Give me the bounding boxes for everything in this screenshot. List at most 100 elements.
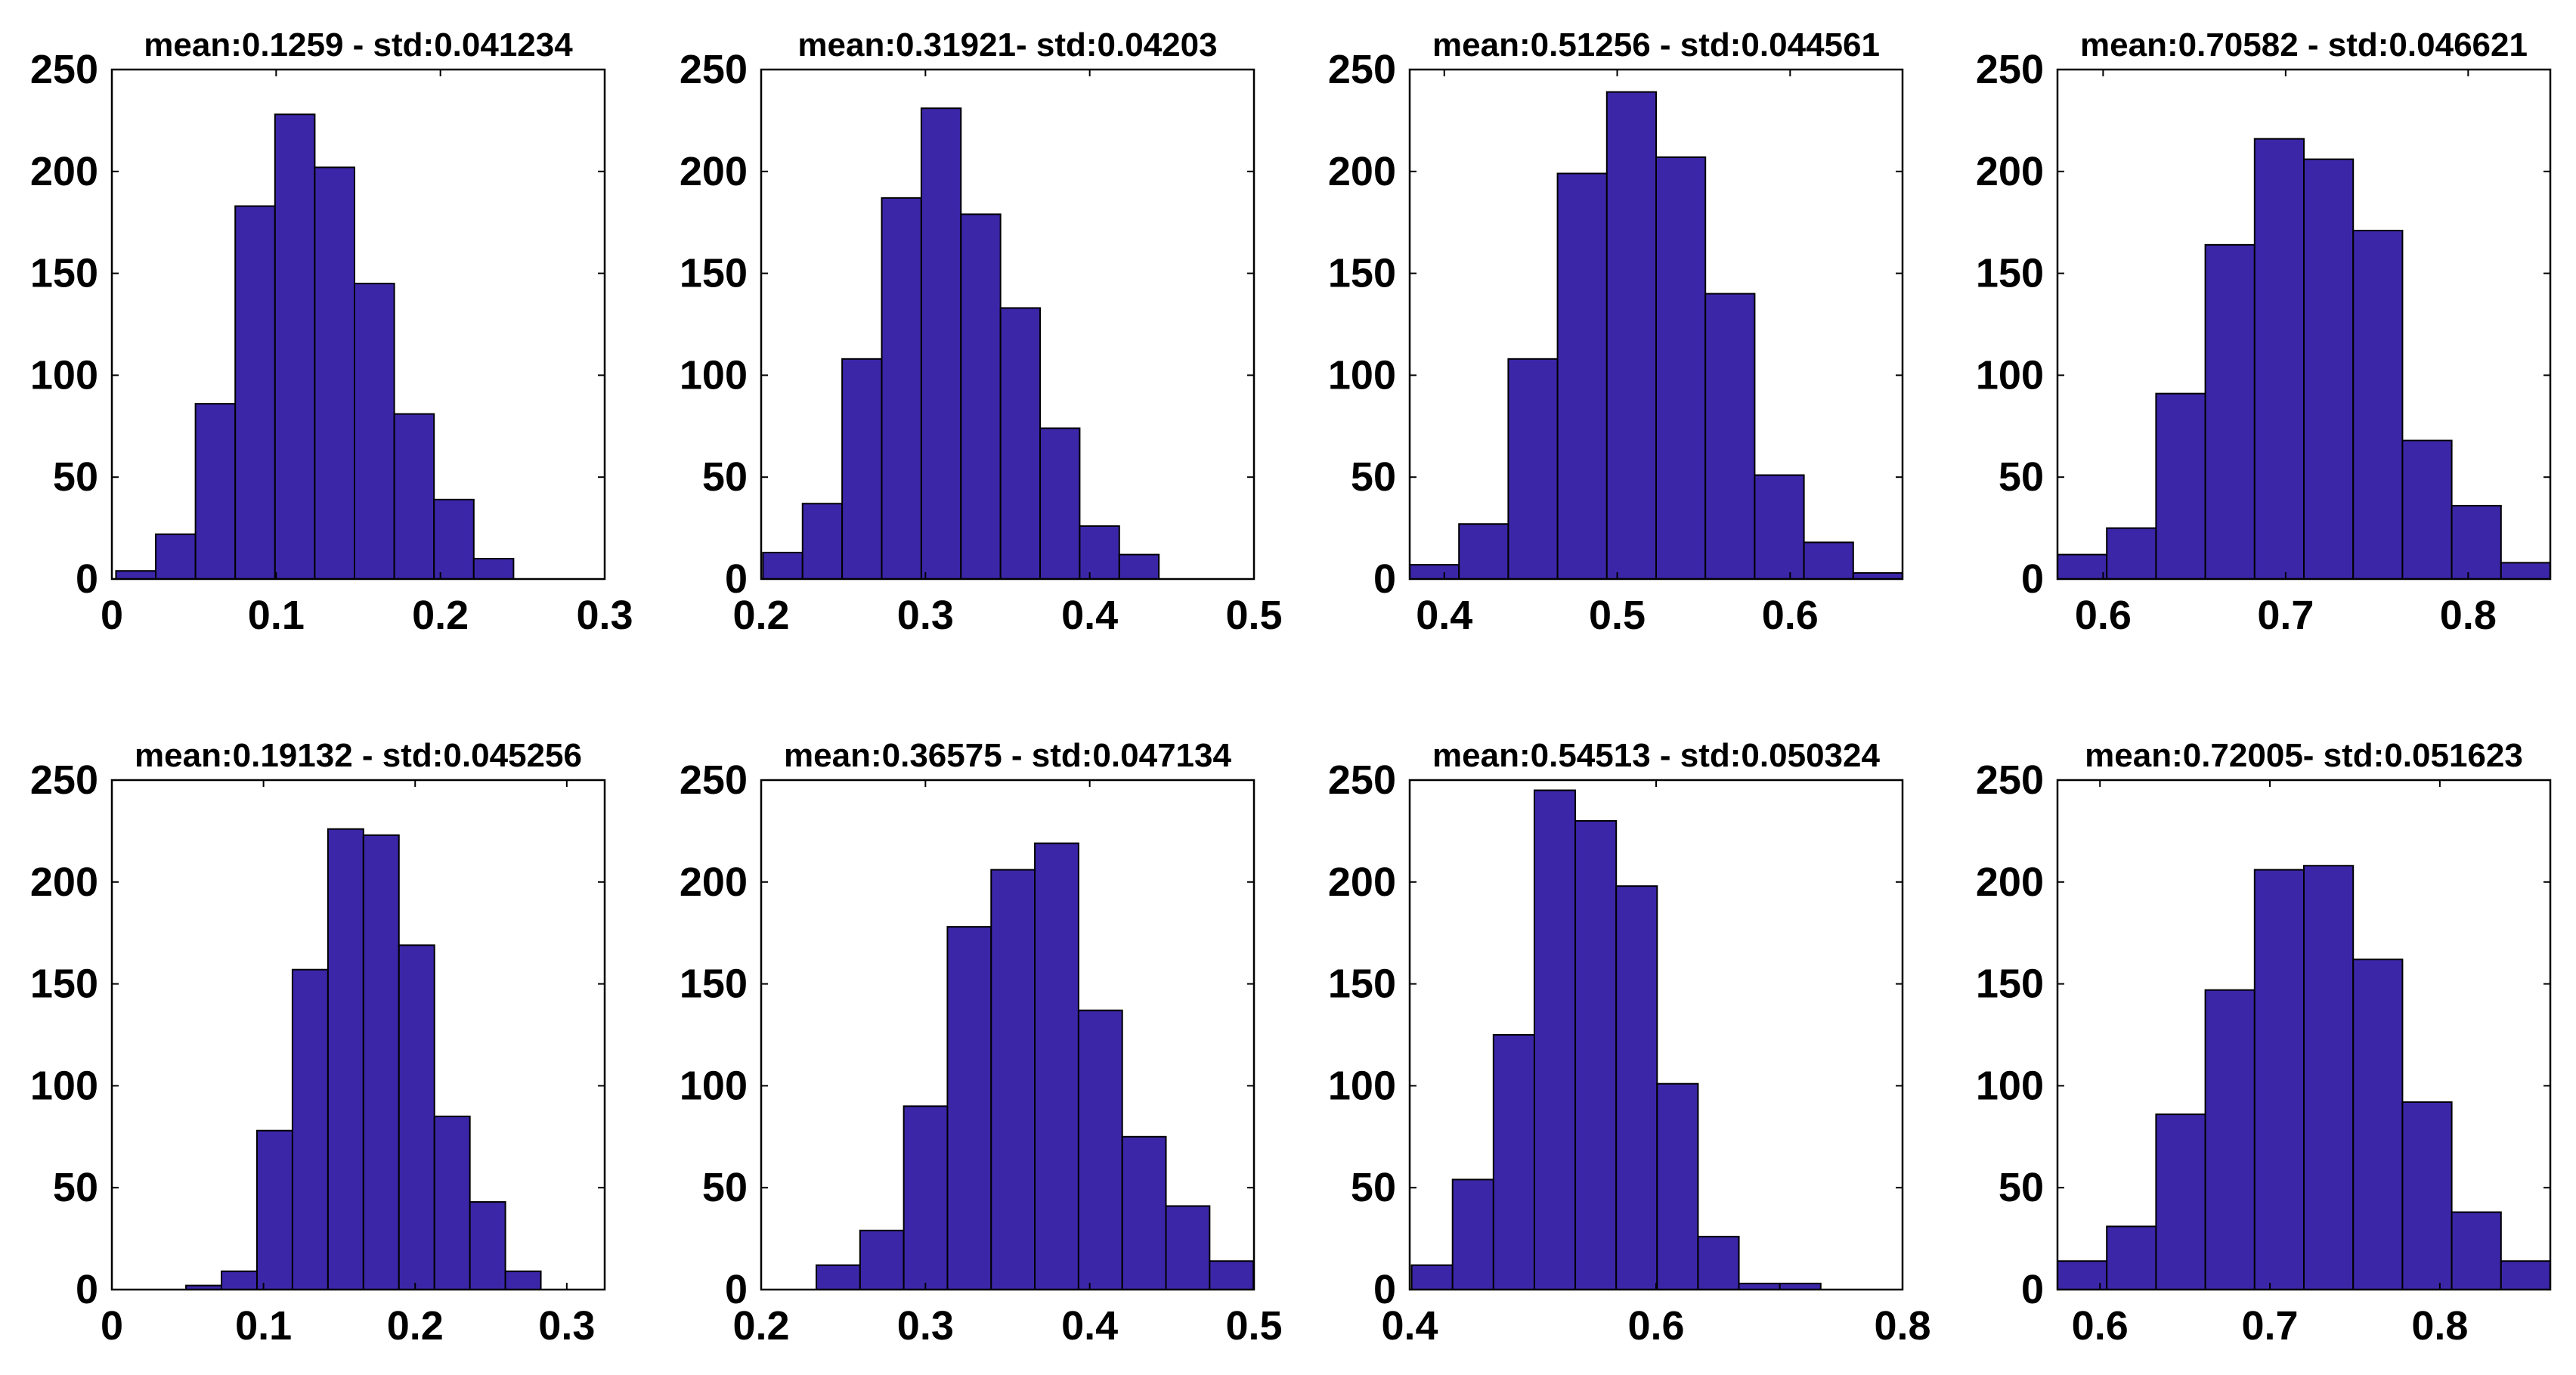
histogram-bar xyxy=(1039,427,1081,580)
histogram-bar xyxy=(1574,819,1618,1291)
y-tick-label: 200 xyxy=(1976,149,2044,194)
histogram-panel-3: 0 50 100 150 200 250 0.4 0.5 0.6 mean:0.51256 - s… xyxy=(1328,26,1904,638)
x-tick-label: 0.4 xyxy=(1061,593,1118,638)
histogram-bar xyxy=(999,307,1042,580)
y-tick-label: 200 xyxy=(30,859,98,905)
y-tick-label: 100 xyxy=(1328,352,1396,398)
y-tick-label: 200 xyxy=(1328,149,1396,194)
y-tick-label: 50 xyxy=(1999,1165,2044,1210)
histogram-panel-4: 0 50 100 150 200 250 0.6 0.7 0.8 mean:0.70582 - s… xyxy=(1976,26,2552,638)
axes-box xyxy=(760,779,1255,1291)
histogram-panel-2: 0 50 100 150 200 250 0.2 0.3 0.4 0.5 mean:0.31921-… xyxy=(680,26,1283,638)
x-tick-label: 0.4 xyxy=(1416,593,1472,638)
histogram-bar xyxy=(1409,564,1460,580)
y-tick-label: 200 xyxy=(1328,859,1396,905)
histogram-bar xyxy=(816,1264,861,1290)
y-tick-label: 250 xyxy=(30,757,98,803)
y-tick-label: 50 xyxy=(1351,1165,1396,1210)
histogram-bar xyxy=(504,1270,542,1290)
x-tick-label: 0.4 xyxy=(1061,1303,1118,1349)
histogram-bar xyxy=(960,213,1002,580)
histogram-bar xyxy=(762,551,803,581)
axes-box xyxy=(760,68,1255,581)
x-tick-label: 0.8 xyxy=(2411,1303,2468,1349)
histogram-bar xyxy=(398,944,435,1290)
y-tick-label: 100 xyxy=(1976,1063,2044,1108)
y-tick-label: 250 xyxy=(1976,757,2044,803)
y-tick-label: 0 xyxy=(1373,1267,1396,1312)
histogram-bar xyxy=(2401,439,2453,580)
histogram-bar xyxy=(801,503,844,580)
panel-title: mean:0.70582 - std:0.046621 xyxy=(2080,26,2528,63)
x-tick-label: 0.2 xyxy=(412,593,469,638)
histogram-bar xyxy=(1079,525,1120,580)
histogram-bar xyxy=(155,533,197,580)
histogram-bar xyxy=(1458,523,1509,581)
histogram-bar xyxy=(1034,842,1079,1291)
y-tick-label: 0 xyxy=(725,1267,748,1312)
histogram-bar xyxy=(1121,1135,1167,1291)
histogram-bar xyxy=(881,197,922,580)
histogram-panel-8: 0 50 100 150 200 250 0.6 0.7 0.8 mean:0.72005- st… xyxy=(1976,737,2552,1349)
axes-box xyxy=(110,779,606,1291)
histogram-bar xyxy=(354,283,395,580)
y-tick-label: 0 xyxy=(725,556,748,602)
histogram-bar xyxy=(2303,158,2355,580)
histogram-bar xyxy=(362,834,400,1290)
histogram-bar xyxy=(1615,885,1658,1290)
histogram-bar xyxy=(327,828,364,1290)
y-tick-label: 150 xyxy=(680,251,748,296)
y-tick-label: 200 xyxy=(680,859,748,905)
histogram-bar xyxy=(2451,1211,2502,1290)
histogram-bar xyxy=(2303,865,2355,1291)
histogram-bar xyxy=(1656,1082,1699,1290)
histogram-bar xyxy=(2253,869,2305,1290)
panel-title: mean:0.1259 - std:0.041234 xyxy=(144,26,573,63)
histogram-bar xyxy=(1165,1205,1211,1290)
histogram-bar xyxy=(2500,562,2552,581)
y-tick-label: 250 xyxy=(30,47,98,92)
histogram-bar xyxy=(990,869,1036,1290)
panel-title: mean:0.36575 - std:0.047134 xyxy=(784,737,1231,774)
axes-box xyxy=(110,68,606,581)
histogram-bar xyxy=(2057,553,2108,581)
y-tick-label: 100 xyxy=(30,352,98,398)
histogram-bar xyxy=(1410,1264,1454,1290)
y-tick-label: 150 xyxy=(1328,251,1396,296)
x-tick-label: 0.5 xyxy=(1225,1303,1282,1349)
axes-box xyxy=(2056,779,2552,1291)
histogram-bar xyxy=(1118,553,1160,581)
histogram-bar xyxy=(2352,958,2404,1291)
histogram-bar xyxy=(1507,358,1559,580)
y-tick-label: 150 xyxy=(1328,962,1396,1007)
histogram-bar xyxy=(1754,474,1805,581)
x-tick-label: 0.6 xyxy=(1627,1303,1684,1349)
histogram-bar xyxy=(2451,504,2502,580)
histogram-bar xyxy=(115,570,157,581)
x-tick-label: 0.7 xyxy=(2241,1303,2298,1349)
y-tick-label: 150 xyxy=(680,962,748,1007)
y-tick-label: 0 xyxy=(76,1267,98,1312)
histogram-bar xyxy=(2401,1101,2453,1291)
histogram-bar xyxy=(472,558,515,580)
histogram-bar xyxy=(194,403,237,580)
histogram-panel-6: 0 50 100 150 200 250 0.2 0.3 0.4 0.5 mean:0.36575 … xyxy=(680,737,1283,1349)
x-tick-label: 0.2 xyxy=(732,1303,789,1349)
y-tick-label: 100 xyxy=(680,352,748,398)
panel-title: mean:0.51256 - std:0.044561 xyxy=(1432,26,1880,63)
y-tick-label: 100 xyxy=(30,1063,98,1108)
x-tick-label: 0.6 xyxy=(2075,593,2132,638)
y-tick-label: 50 xyxy=(53,1165,98,1210)
histogram-bar xyxy=(234,205,276,580)
histogram-bar xyxy=(2106,1225,2157,1290)
histogram-bar xyxy=(841,358,883,580)
histogram-bar xyxy=(291,968,329,1291)
histogram-bar xyxy=(1605,91,1658,580)
y-tick-label: 50 xyxy=(1999,454,2044,500)
y-tick-label: 250 xyxy=(1976,47,2044,92)
x-tick-label: 0.3 xyxy=(897,593,954,638)
y-tick-label: 250 xyxy=(1328,757,1396,803)
y-tick-label: 50 xyxy=(1351,454,1396,500)
histogram-bar xyxy=(255,1129,293,1291)
